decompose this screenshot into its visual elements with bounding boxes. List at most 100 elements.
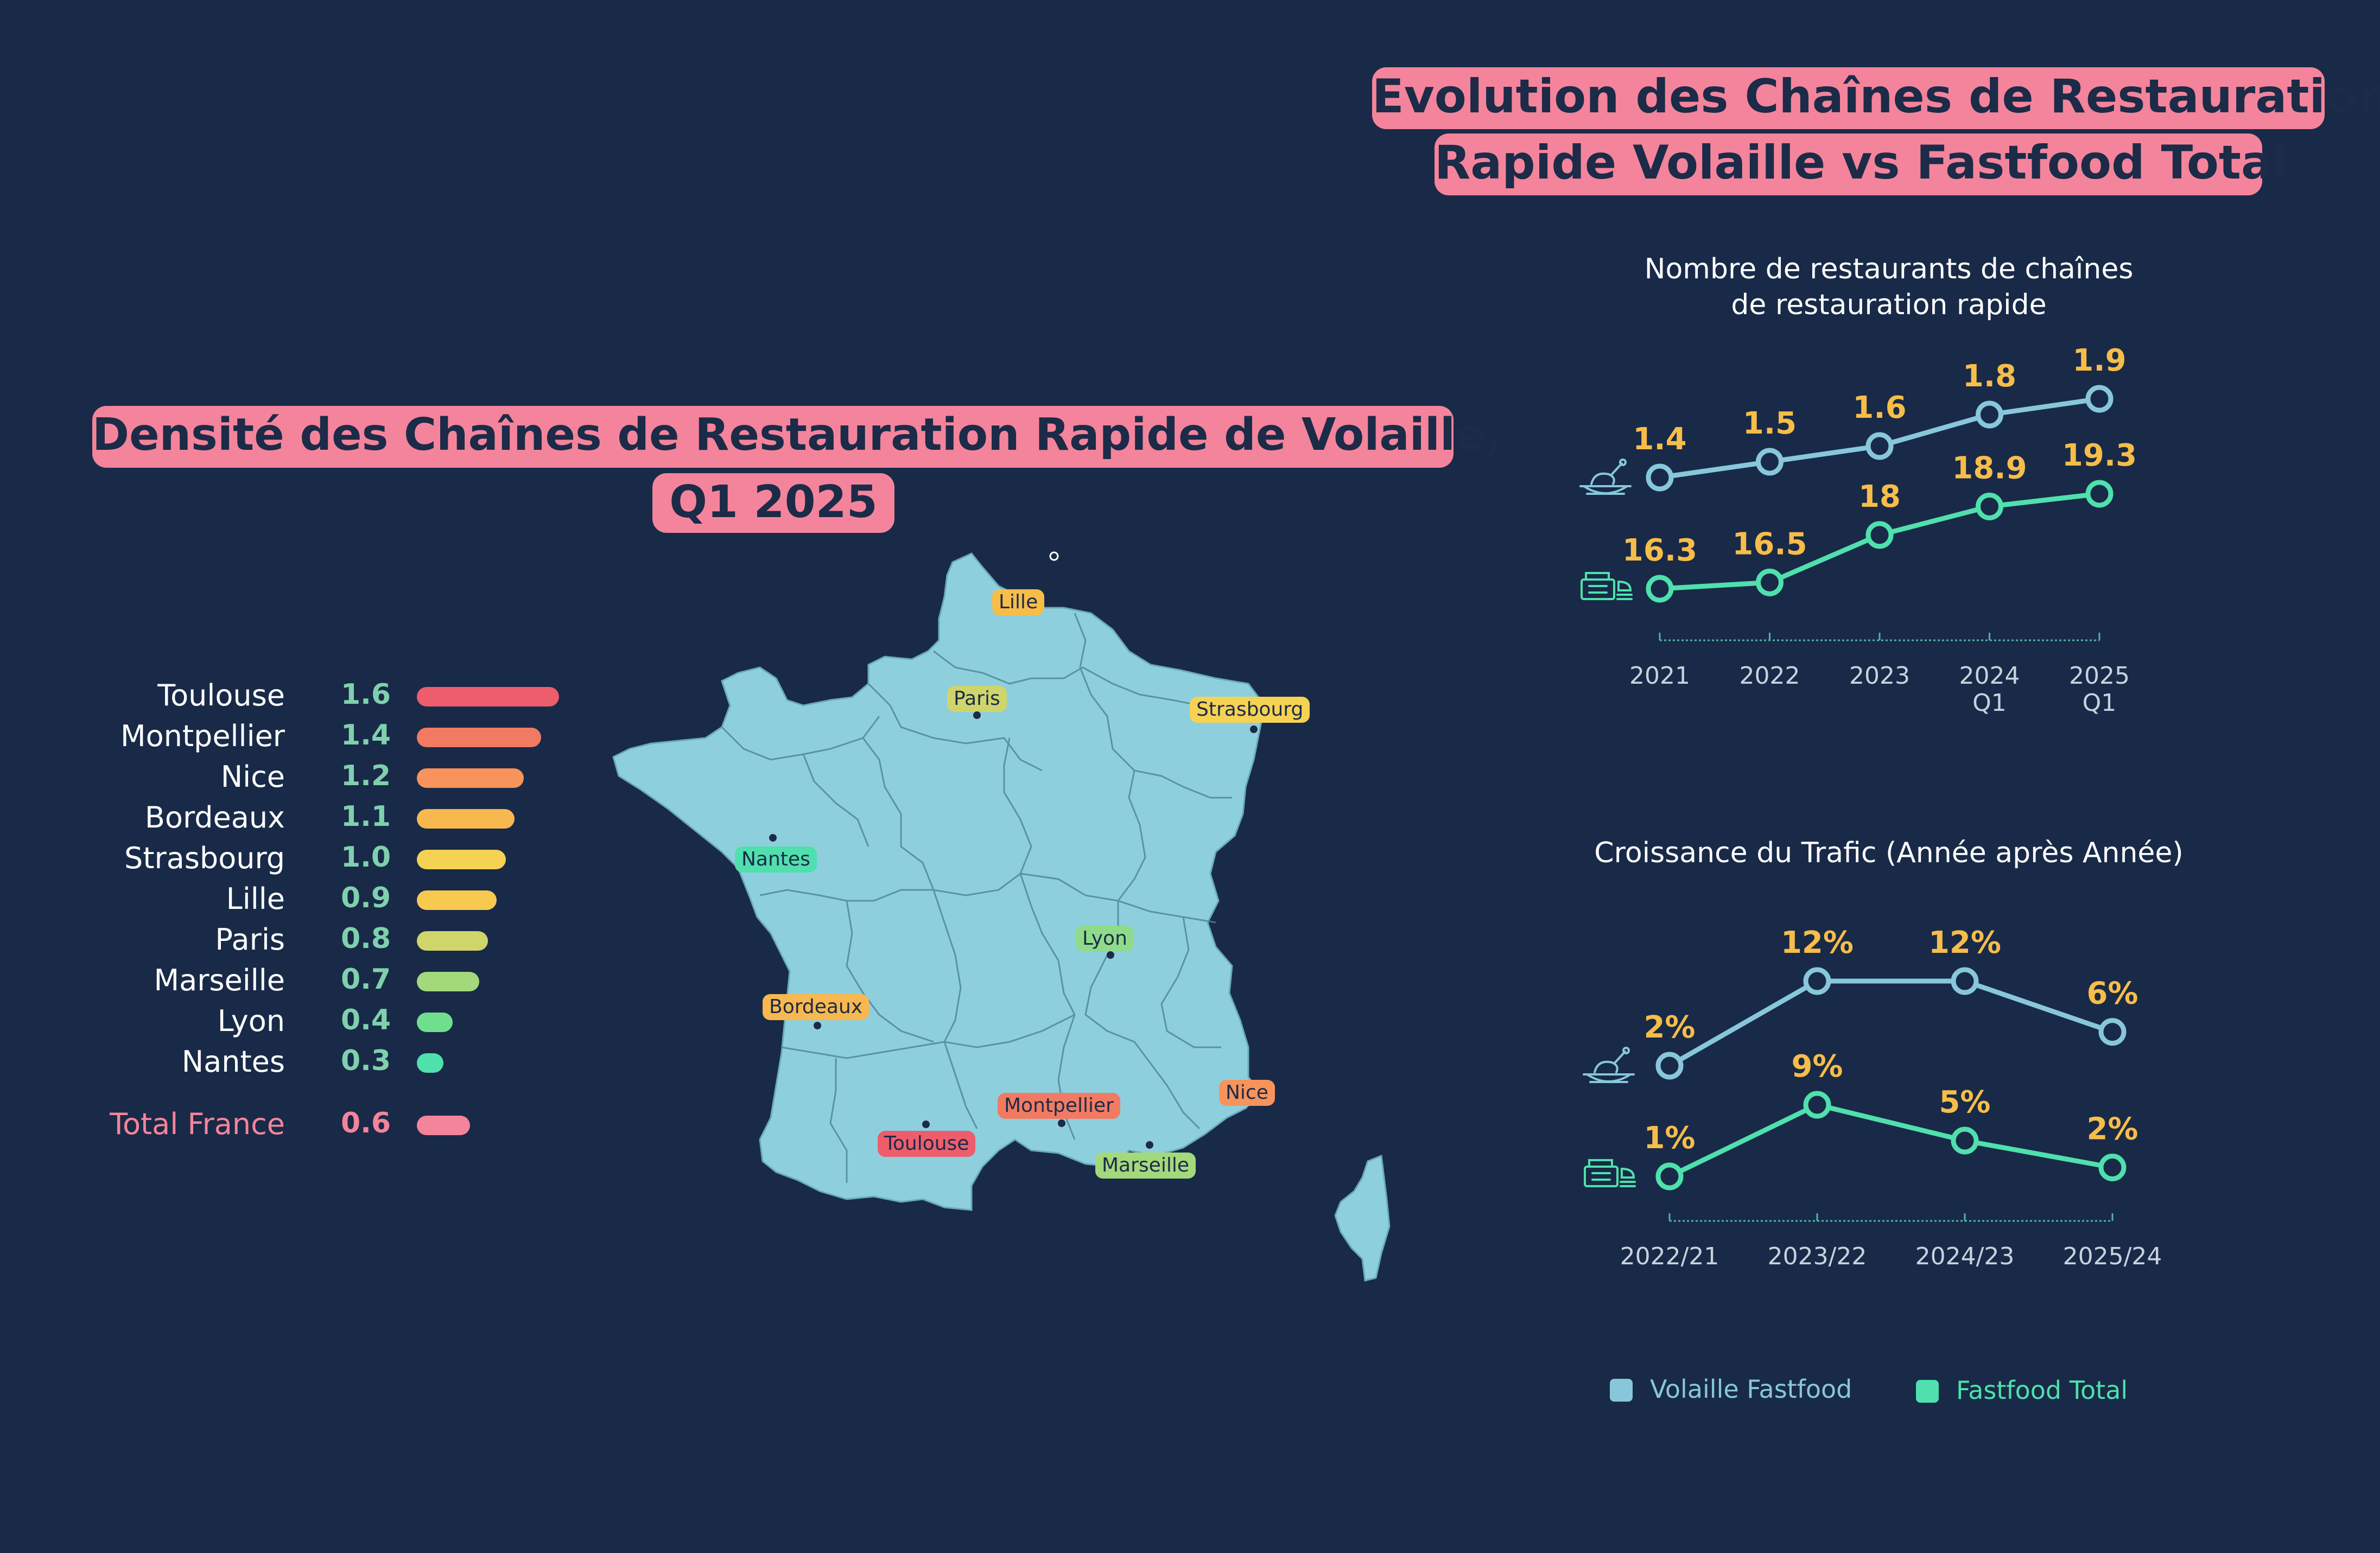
legend-label-volaille: Volaille Fastfood xyxy=(1650,1374,1852,1404)
city-density-value: 1.1 xyxy=(341,800,391,833)
restaurants-chart-title-line1: Nombre de restaurants de chaînes xyxy=(1644,253,2134,285)
city-density-value: 1.0 xyxy=(341,841,391,874)
data-point xyxy=(1646,463,1674,492)
city-density-bar xyxy=(417,972,479,991)
city-density-value: 1.4 xyxy=(341,719,391,752)
city-dot-bordeaux xyxy=(814,1022,821,1029)
city-density-bar xyxy=(417,728,542,747)
traffic-growth-line-chart: 2022/21 2023/22 2024/23 2025/24 2% 12% 12% 6% 1%… xyxy=(1583,925,2162,1270)
density-title-line2: Q1 2025 xyxy=(652,473,894,533)
x-tick-label: 2022 xyxy=(1740,662,1800,690)
x-tick-label: Q1 xyxy=(2083,689,2117,717)
fastfood-icon xyxy=(1581,572,1633,600)
density-row: Strasbourg 1.0 xyxy=(0,841,597,879)
chicken-dish-icon xyxy=(1579,459,1632,495)
city-density-value: 1.2 xyxy=(341,760,391,792)
data-point xyxy=(1646,575,1674,603)
city-density-bar xyxy=(417,931,488,951)
data-label: 18 xyxy=(1858,479,1901,514)
density-row: Paris 0.8 xyxy=(0,922,597,960)
map-label-lyon: Lyon xyxy=(1076,926,1134,952)
data-point xyxy=(1951,1126,1979,1155)
density-row-total: Total France 0.6 xyxy=(0,1107,597,1145)
city-name: Nice xyxy=(220,760,285,794)
city-density-value: 0.7 xyxy=(341,963,391,996)
data-point xyxy=(2085,385,2114,413)
map-label-bordeaux: Bordeaux xyxy=(763,994,870,1020)
data-label: 18.9 xyxy=(1952,450,2027,486)
x-tick-label: Q1 xyxy=(1972,689,2007,717)
map-label-paris: Paris xyxy=(947,686,1007,712)
city-density-bar xyxy=(417,890,497,910)
map-label-lille: Lille xyxy=(992,589,1045,615)
series-line xyxy=(1668,978,2114,1068)
total-france-label: Total France xyxy=(110,1107,285,1141)
corsica xyxy=(1334,1154,1391,1282)
data-point xyxy=(1976,492,2003,520)
data-point xyxy=(1951,967,1979,995)
x-tick-label: 2021 xyxy=(1629,662,1690,690)
density-title-line1: Densité des Chaînes de Restauration Rapi… xyxy=(92,406,1502,468)
map-label-nantes: Nantes xyxy=(735,846,817,873)
x-tick-label: 2022/21 xyxy=(1620,1243,1719,1270)
data-point xyxy=(2085,480,2114,508)
city-name: Bordeaux xyxy=(144,800,285,835)
x-tick-label: 2025 xyxy=(2069,662,2130,690)
legend-swatch-fastfood-total xyxy=(1916,1380,1939,1403)
city-name: Montpellier xyxy=(120,719,285,753)
city-density-bar xyxy=(417,1013,453,1032)
total-france-bar xyxy=(417,1116,471,1135)
map-label-strasbourg: Strasbourg xyxy=(1190,697,1310,723)
city-dot-nice xyxy=(1247,1106,1254,1113)
data-label: 1.4 xyxy=(1633,422,1686,457)
map-label-toulouse: Toulouse xyxy=(878,1131,976,1157)
density-row: Montpellier 1.4 xyxy=(0,719,597,757)
data-label: 1.5 xyxy=(1743,406,1797,441)
data-point xyxy=(1655,1052,1684,1080)
data-point xyxy=(2098,1018,2127,1046)
density-row: Marseille 0.7 xyxy=(0,963,597,1001)
city-density-bar xyxy=(417,809,515,829)
city-density-value: 0.3 xyxy=(341,1045,391,1077)
city-name: Nantes xyxy=(181,1045,285,1079)
series-line xyxy=(1668,1102,2113,1179)
city-name: Toulouse xyxy=(157,678,285,712)
density-row: Bordeaux 1.1 xyxy=(0,800,597,838)
city-dot-strasbourg xyxy=(1250,725,1258,733)
data-point xyxy=(1756,448,1784,476)
main-title-line2: Rapide Volaille vs Fastfood Total xyxy=(1435,133,2289,195)
city-density-value: 0.4 xyxy=(341,1004,391,1036)
data-label: 9% xyxy=(1791,1049,1843,1084)
map-label-marseille: Marseille xyxy=(1095,1153,1196,1179)
city-dot-montpellier xyxy=(1058,1119,1065,1127)
x-tick-label: 2024 xyxy=(1959,662,2020,690)
city-dot-marseille xyxy=(1146,1141,1153,1149)
city-name: Paris xyxy=(215,922,285,957)
city-dot-lyon xyxy=(1107,951,1114,959)
city-name: Lille xyxy=(226,882,285,916)
data-label: 1.8 xyxy=(1963,359,2016,394)
city-dot-nantes xyxy=(769,834,777,842)
data-label: 12% xyxy=(1928,925,2001,960)
data-point xyxy=(1865,521,1894,549)
total-france-value: 0.6 xyxy=(341,1107,391,1140)
main-title-line1: Evolution des Chaînes de Restauration xyxy=(1372,67,2380,129)
city-name: Lyon xyxy=(217,1004,285,1038)
data-point xyxy=(1756,568,1784,596)
city-name: Strasbourg xyxy=(124,841,285,875)
traffic-chart-title: Croissance du Trafic (Année après Année) xyxy=(1594,837,2184,869)
density-row: Nantes 0.3 xyxy=(0,1045,597,1083)
density-row: Lille 0.9 xyxy=(0,882,597,920)
density-row: Toulouse 1.6 xyxy=(0,678,597,716)
data-label: 19.3 xyxy=(2062,438,2137,473)
data-label: 16.3 xyxy=(1622,533,1697,568)
map-label-montpellier: Montpellier xyxy=(998,1093,1120,1119)
city-density-bar xyxy=(417,768,524,788)
mainland-france xyxy=(612,552,1266,1211)
x-tick-label: 2025/24 xyxy=(2063,1243,2162,1270)
city-density-value: 1.6 xyxy=(341,678,391,711)
data-point xyxy=(1865,432,1894,460)
data-label: 12% xyxy=(1781,925,1854,960)
